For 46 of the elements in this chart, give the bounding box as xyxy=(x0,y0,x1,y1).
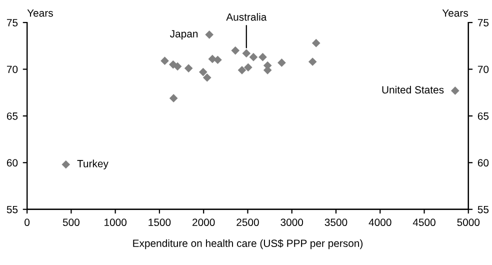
y2-tick-label: 70 xyxy=(478,66,489,74)
point xyxy=(244,63,252,72)
x-tick-label: 0 xyxy=(24,218,30,226)
y-tick-label: 55 xyxy=(6,206,18,214)
point xyxy=(160,56,169,65)
point xyxy=(312,38,320,48)
annotation: United States xyxy=(382,86,444,94)
annotation: Turkey xyxy=(77,160,108,170)
x-tick-label: 4500 xyxy=(412,218,436,226)
x-tick-label: 3500 xyxy=(324,218,348,226)
x-tick-label: 500 xyxy=(62,218,80,226)
y2-tick-label: 60 xyxy=(478,159,489,167)
point xyxy=(308,58,317,66)
point xyxy=(238,66,246,74)
annotation: Australia xyxy=(226,13,267,21)
x-tick-label: 1500 xyxy=(148,218,171,226)
y-tick-label: 65 xyxy=(6,112,18,120)
y-tick-label: 75 xyxy=(6,19,18,26)
point xyxy=(169,94,178,102)
x-axis-title: Expenditure on health care (US$ PPP per person) xyxy=(133,239,363,250)
y2-tick-label: 75 xyxy=(478,19,489,26)
y-tick-label: 60 xyxy=(6,159,18,167)
point xyxy=(62,160,70,169)
x-tick-label: 4000 xyxy=(368,218,392,226)
y2-tick-label: 55 xyxy=(478,206,489,214)
point xyxy=(242,49,251,58)
point xyxy=(202,73,212,82)
x-tick-label: 3000 xyxy=(280,218,304,226)
y2-axis-title: Years xyxy=(442,9,468,17)
point xyxy=(450,86,460,95)
point xyxy=(214,56,222,64)
x-tick-label: 2000 xyxy=(192,218,215,226)
y-tick-label: 70 xyxy=(6,66,18,74)
point xyxy=(198,68,208,76)
x-tick-label: 1000 xyxy=(104,218,127,226)
y-axis-title: Years xyxy=(27,9,53,17)
point xyxy=(205,30,214,39)
point xyxy=(231,46,240,55)
point xyxy=(249,52,258,62)
x-tick-label: 5000 xyxy=(457,218,480,226)
annotation: Japan xyxy=(170,30,198,40)
point xyxy=(258,52,267,62)
point xyxy=(184,64,193,72)
point xyxy=(278,58,286,67)
x-tick-label: 2500 xyxy=(236,218,259,226)
y2-tick-label: 65 xyxy=(478,112,489,120)
